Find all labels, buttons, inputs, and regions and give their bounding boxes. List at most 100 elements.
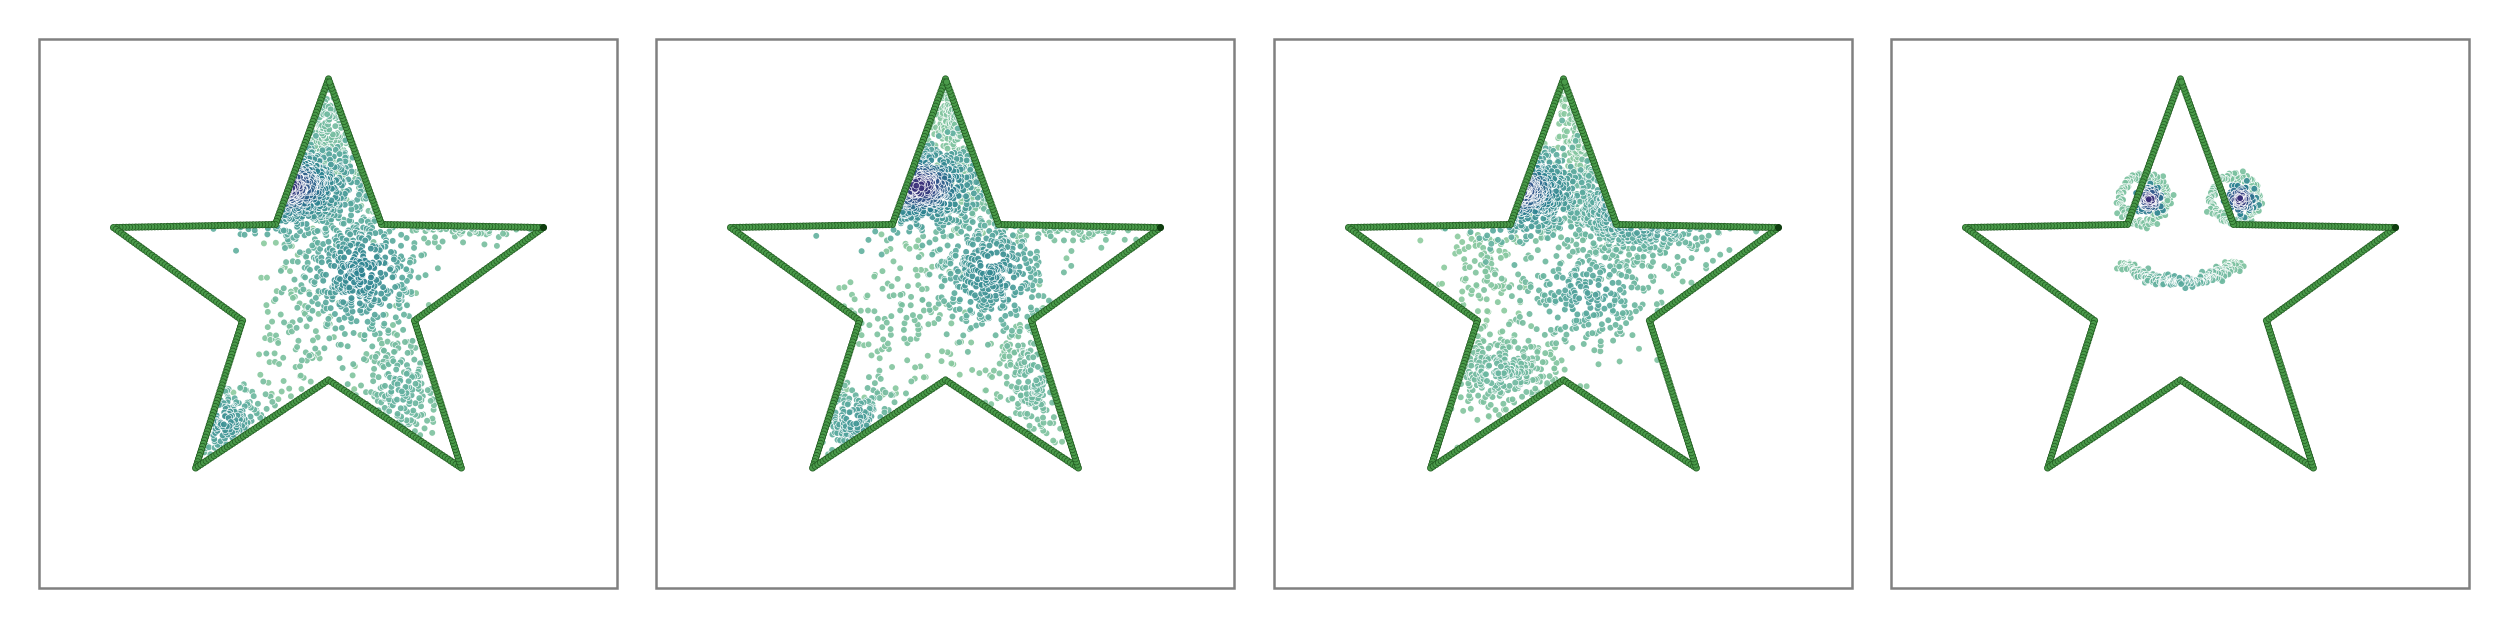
data-point [305,352,313,360]
data-point [912,266,920,274]
star-boundary [726,75,1165,472]
data-point [1009,283,1017,292]
data-point [864,306,872,315]
data-point [292,324,301,332]
data-point [376,269,385,277]
data-point [863,291,872,300]
data-point [846,278,855,286]
data-point [1029,353,1037,361]
data-point [311,345,319,353]
data-point [369,377,377,385]
data-point [268,318,276,326]
data-point [943,241,952,250]
data-point [1563,127,1571,136]
data-point [954,267,962,275]
data-point [881,388,890,397]
data-point [995,369,1004,377]
data-point [398,273,406,282]
data-point [357,266,366,274]
data-point [984,313,992,321]
data-point [397,404,405,412]
data-point [1025,422,1034,430]
data-point [935,132,943,140]
data-point [845,408,854,416]
data-point [403,301,411,309]
data-point [1687,254,1696,262]
data-point [911,363,919,371]
data-point [1508,292,1516,300]
data-point [1679,257,1688,265]
data-point [1552,339,1560,347]
data-point [947,359,956,368]
data-point [967,338,975,347]
data-point [1483,307,1491,315]
data-point [393,331,401,339]
data-point [345,248,353,256]
data-point [857,307,865,315]
data-point [344,380,352,388]
data-point [1069,236,1077,244]
data-point [392,365,400,374]
data-point [1498,275,1506,283]
data-point [918,241,926,250]
data-point [1480,286,1488,294]
data-point [865,373,873,381]
data-point [427,397,435,405]
data-point [1702,261,1710,269]
data-point [417,251,426,259]
data-point [986,268,994,277]
boundary-end-marker [539,223,548,232]
data-point [1045,297,1053,305]
data-point [964,348,972,356]
data-point [981,221,989,230]
data-point [386,265,394,273]
data-point [352,317,361,325]
data-point [1466,263,1474,271]
data-point [858,247,866,255]
data-point [314,300,322,308]
data-point [1516,283,1524,291]
data-point [411,380,420,388]
data-point [296,316,304,324]
data-point [391,283,399,291]
data-point [1034,234,1042,242]
data-point [1438,280,1446,288]
data-point [1679,277,1687,286]
data-point [1483,295,1491,303]
data-point [390,348,398,356]
data-point [1597,337,1605,345]
data-point [1594,360,1603,368]
star-boundary [109,75,548,472]
data-point [393,410,402,418]
data-point [915,253,923,261]
data-point [298,356,306,364]
data-point [259,377,267,386]
data-point [318,258,326,266]
data-point [848,386,856,394]
data-point [280,377,288,385]
data-point [421,271,430,279]
data-point [397,242,405,250]
data-point [260,239,268,247]
data-point [1500,307,1508,315]
data-point [913,272,922,280]
boundary-point [943,78,951,86]
data-point [894,275,902,283]
data-point [387,248,395,256]
data-point [420,234,428,243]
data-point [948,312,957,321]
data-point [1527,322,1535,330]
data-point [1533,325,1541,333]
data-point [1032,376,1040,384]
data-point [1583,382,1591,390]
data-point [438,237,447,246]
data-point [1487,401,1495,409]
data-point [974,235,982,243]
data-point [1628,331,1637,339]
data-point [312,132,320,140]
data-point [918,285,926,293]
data-point [812,232,820,240]
data-point [280,318,288,326]
data-point [236,384,244,392]
data-point [1474,392,1482,400]
